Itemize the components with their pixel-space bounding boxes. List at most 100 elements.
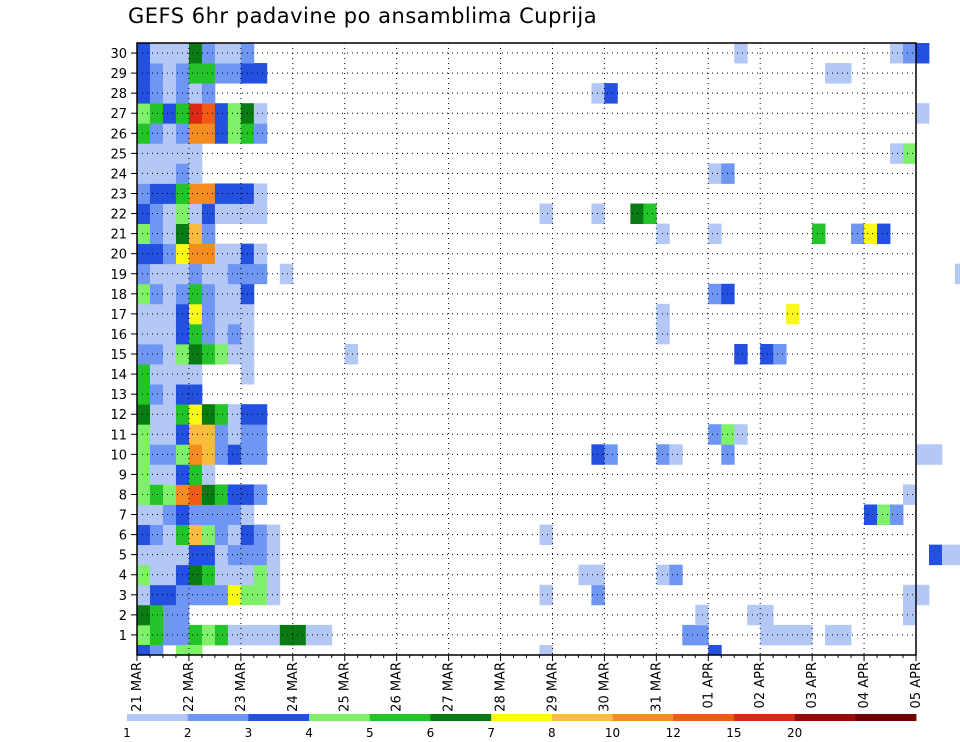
heatmap-cell [149, 203, 164, 224]
grid-lines [137, 43, 916, 655]
heatmap-cell [201, 524, 216, 546]
heatmap-cell [149, 63, 164, 84]
heatmap-cell [253, 544, 268, 566]
heatmap-cell [149, 263, 164, 285]
heatmap-cell [864, 223, 878, 245]
y-tick-label: 3 [119, 589, 127, 604]
heatmap-cell [201, 504, 216, 525]
heatmap-cell [708, 644, 722, 655]
heatmap-cell [916, 43, 930, 64]
heatmap-cell [214, 624, 229, 646]
heatmap-cell [137, 484, 151, 505]
heatmap-cell [214, 544, 229, 566]
heatmap-cell [162, 604, 177, 626]
heatmap-cell [253, 183, 268, 204]
chart-title: GEFS 6hr padavine po ansamblima Cuprija [128, 4, 598, 28]
colorbar-swatch [309, 714, 371, 721]
heatmap-cell [604, 83, 618, 104]
colorbar-swatch [673, 714, 735, 721]
heatmap-cell [137, 263, 151, 285]
y-tick-label: 22 [110, 208, 127, 223]
heatmap-cell [227, 404, 242, 425]
heatmap-cell [188, 83, 203, 104]
heatmap-cell [643, 203, 657, 224]
heatmap-cell [890, 504, 904, 525]
heatmap-cell [149, 424, 164, 445]
heatmap-cell [253, 263, 268, 285]
colorbar-label: 2 [184, 726, 192, 740]
heatmap-cell [137, 404, 151, 425]
x-tick-label: 27 MAR [442, 662, 457, 712]
heatmap-cell [578, 564, 592, 586]
heatmap-cell [162, 143, 177, 164]
heatmap-cell [928, 444, 943, 465]
heatmap-cell [137, 384, 151, 405]
heatmap-cell [903, 484, 917, 505]
heatmap-cell [201, 283, 216, 305]
y-tick-label: 19 [110, 268, 127, 283]
heatmap-cell [760, 604, 774, 626]
heatmap-cell [227, 243, 242, 265]
heatmap-cell [695, 604, 709, 626]
y-tick-label: 2 [119, 609, 127, 624]
heatmap-cell [188, 464, 203, 485]
heatmap-cell [344, 343, 359, 365]
y-tick-label: 9 [119, 468, 127, 483]
colorbar-label: 15 [726, 726, 741, 740]
heatmap-cell [877, 223, 891, 245]
colorbar-label: 20 [787, 726, 802, 740]
heatmap-cell [201, 123, 216, 144]
heatmap-cell [162, 484, 177, 505]
heatmap-cell [201, 303, 216, 325]
y-tick-label: 11 [110, 428, 127, 443]
heatmap-cell [162, 624, 177, 646]
heatmap-cell [162, 103, 177, 124]
heatmap-cell [162, 203, 177, 224]
colorbar-label: 1 [123, 726, 131, 740]
heatmap-cell [214, 123, 229, 144]
heatmap-cell [149, 544, 164, 566]
colorbar-swatch [612, 714, 674, 721]
heatmap-cell [137, 364, 151, 385]
heatmap-cell [149, 83, 164, 104]
heatmap-cell [708, 163, 722, 184]
heatmap-cell [149, 524, 164, 546]
heatmap-cell [162, 163, 177, 184]
y-tick-label: 15 [110, 348, 127, 363]
heatmap-cell [137, 203, 151, 224]
heatmap-cell [201, 83, 216, 104]
heatmap-cell [149, 444, 164, 465]
heatmap-cell [227, 504, 242, 525]
heatmap-cell [253, 203, 268, 224]
heatmap-cell [227, 63, 242, 84]
heatmap-cell [188, 243, 203, 265]
heatmap-cell [227, 203, 242, 224]
heatmap-cell [149, 303, 164, 325]
colorbar-label: 8 [548, 726, 556, 740]
heatmap-cell [137, 123, 151, 144]
heatmap-cell [201, 323, 216, 345]
x-tick-label: 30 MAR [597, 662, 612, 712]
y-tick-label: 23 [110, 187, 127, 202]
heatmap-cell [591, 564, 605, 586]
heatmap-cell [162, 323, 177, 345]
heatmap-cell [188, 123, 203, 144]
x-axis: 21 MAR 22 MAR 23 MAR 24 MAR 25 MAR 26 MAR 27 M… [130, 655, 924, 712]
y-tick-label: 6 [119, 529, 127, 544]
heatmap-cell [149, 504, 164, 525]
heatmap-cell [227, 43, 242, 64]
heatmap-cell [318, 624, 333, 646]
heatmap-cell [890, 143, 904, 164]
heatmap-cell [916, 444, 930, 465]
heatmap-cell [214, 564, 229, 586]
heatmap-cell [760, 624, 774, 646]
heatmap-cells [137, 43, 960, 655]
heatmap-cell [188, 223, 203, 245]
heatmap-cell [149, 243, 164, 265]
heatmap-cell [539, 203, 553, 224]
heatmap-cell [188, 303, 203, 325]
heatmap-cell [149, 364, 164, 385]
heatmap-cell [137, 504, 151, 525]
heatmap-cell [137, 323, 151, 345]
heatmap-cell [201, 343, 216, 365]
